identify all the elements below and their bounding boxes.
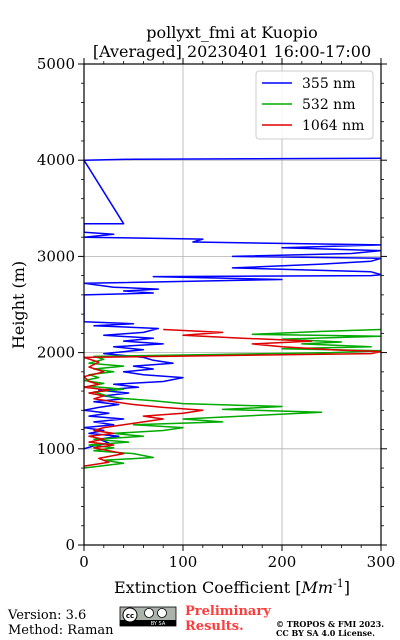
x-tick-label: 0: [79, 553, 89, 571]
grid-lines: [84, 64, 381, 545]
version-text: Version: 3.6: [7, 608, 86, 623]
series-line-1064-nm: [84, 328, 381, 467]
y-tick-label: 2000: [37, 344, 75, 362]
legend-box: [255, 70, 374, 140]
chart-legend: 355 nm 532 nm 1064 nm: [255, 70, 374, 140]
chart-title: pollyxt_fmi at Kuopio: [146, 23, 317, 42]
cc-badge-text: BY SA: [151, 621, 166, 627]
legend-label-532: 532 nm: [302, 97, 355, 113]
x-tick-label: 100: [169, 553, 198, 571]
y-tick-label: 3000: [37, 247, 75, 265]
cc-license-badge: cc BY SA: [119, 606, 177, 627]
y-tick-label: 0: [65, 536, 75, 554]
series-line-355-nm: [84, 157, 381, 450]
series-layer: [84, 157, 381, 469]
y-tick-label: 1000: [37, 440, 75, 458]
cc-icon: [122, 607, 138, 623]
legend-label-355: 355 nm: [302, 76, 355, 92]
copyright-line-2: CC BY SA 4.0 License.: [276, 628, 375, 638]
x-tick-label: 300: [367, 553, 396, 571]
x-axis-label: Extinction Coefficient [Mm-1]: [114, 577, 350, 597]
x-axis-label-exp: -1: [333, 577, 344, 590]
method-text: Method: Raman: [8, 623, 114, 638]
x-axis-label-unit: Mm: [301, 578, 334, 597]
sa-icon: [157, 608, 167, 618]
x-axis-label-main: Extinction Coefficient [: [114, 578, 302, 597]
plot-frame: [83, 63, 382, 546]
legend-label-1064: 1064 nm: [302, 118, 364, 134]
by-icon: [144, 608, 154, 618]
cc-badge-strip: [120, 620, 176, 626]
series-line-532-nm: [84, 328, 381, 469]
plot-background: [84, 64, 381, 545]
chart-subtitle: [Averaged] 20230401 16:00-17:00: [93, 42, 371, 61]
x-axis-label-end: ]: [344, 578, 350, 597]
cc-icon-glyph: cc: [126, 612, 134, 620]
x-tick-label: 200: [268, 553, 297, 571]
preliminary-line-2: Results.: [185, 619, 244, 634]
preliminary-line-1: Preliminary: [185, 604, 271, 619]
y-tick-label: 5000: [37, 55, 75, 73]
y-axis-label: Height (m): [9, 261, 28, 349]
y-tick-label: 4000: [37, 151, 75, 169]
copyright-line-1: © TROPOS & FMI 2023.: [276, 619, 384, 629]
